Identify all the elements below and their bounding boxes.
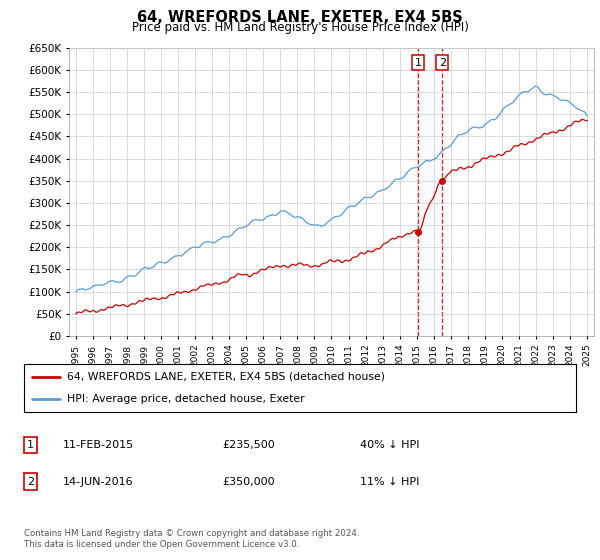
Text: Price paid vs. HM Land Registry's House Price Index (HPI): Price paid vs. HM Land Registry's House … [131,21,469,34]
Text: £350,000: £350,000 [222,477,275,487]
Text: 64, WREFORDS LANE, EXETER, EX4 5BS (detached house): 64, WREFORDS LANE, EXETER, EX4 5BS (deta… [67,372,385,382]
Text: 40% ↓ HPI: 40% ↓ HPI [360,440,419,450]
Text: 14-JUN-2016: 14-JUN-2016 [63,477,134,487]
Text: 1: 1 [415,58,422,68]
Text: 11-FEB-2015: 11-FEB-2015 [63,440,134,450]
Text: £235,500: £235,500 [222,440,275,450]
Text: 2: 2 [27,477,34,487]
Text: Contains HM Land Registry data © Crown copyright and database right 2024.
This d: Contains HM Land Registry data © Crown c… [24,529,359,549]
Text: HPI: Average price, detached house, Exeter: HPI: Average price, detached house, Exet… [67,394,305,404]
Text: 2: 2 [439,58,446,68]
Text: 64, WREFORDS LANE, EXETER, EX4 5BS: 64, WREFORDS LANE, EXETER, EX4 5BS [137,10,463,25]
Text: 1: 1 [27,440,34,450]
Bar [418,48,442,336]
Text: 11% ↓ HPI: 11% ↓ HPI [360,477,419,487]
